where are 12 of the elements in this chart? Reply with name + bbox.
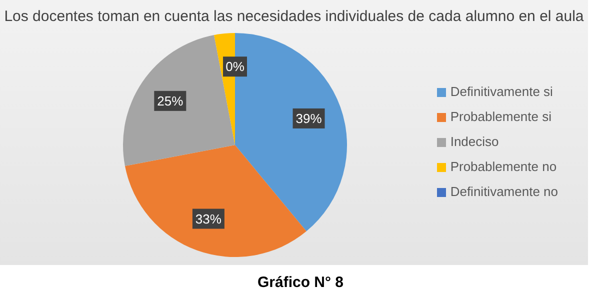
- legend-label: Probablemente si: [450, 109, 552, 124]
- pie-slice: [124, 145, 306, 257]
- legend-label: Definitivamente no: [450, 184, 558, 199]
- data-label: 39%: [296, 110, 322, 126]
- legend-label: Probablemente no: [450, 159, 557, 174]
- text: 0%: [226, 59, 244, 74]
- chart-title: Los docentes toman en cuenta las necesidades individuales de cada alumno en el aula: [3, 8, 585, 25]
- data-label: 33%: [195, 211, 222, 226]
- text: Gráfico N° 8: [256, 274, 345, 291]
- data-label: 25%: [157, 93, 184, 108]
- legend-label: Definitivamente si: [450, 84, 553, 99]
- legend-label: Indeciso: [450, 134, 499, 149]
